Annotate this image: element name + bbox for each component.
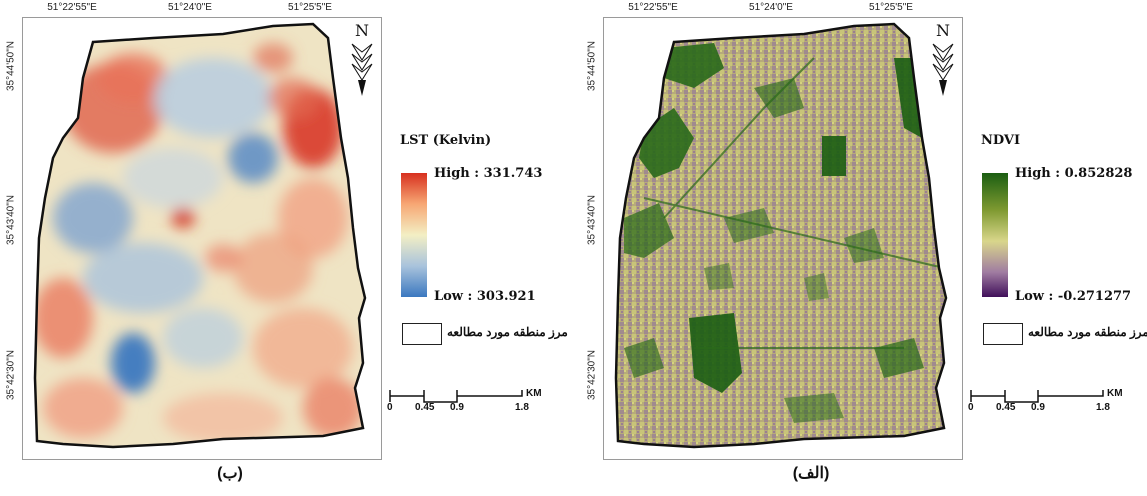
boundary-legend-label: مرز منطقه مورد مطالعه	[1028, 325, 1147, 339]
ndvi-map-panel: 51°22'55"E 51°24'0"E 51°25'5"E 35°44'50"…	[581, 0, 1147, 496]
svg-text:N: N	[355, 22, 369, 40]
ndvi-color-ramp	[982, 173, 1008, 297]
panel-caption-alef: (الف)	[792, 465, 830, 482]
lat-label-1: 35°44'50"N	[586, 40, 598, 92]
scale-tick-18: 1.8	[515, 402, 529, 413]
lst-legend-high: High : 331.743	[434, 166, 543, 181]
scale-unit: KM	[526, 388, 542, 399]
scale-tick-09: 0.9	[450, 402, 464, 413]
scale-tick-0: 0	[387, 402, 393, 413]
study-area-boundary	[614, 22, 948, 449]
lon-label-3: 51°25'5"E	[869, 2, 913, 13]
scale-bar: 0 0.45 0.9 1.8 KM	[968, 384, 1129, 424]
scale-tick-0: 0	[968, 402, 974, 413]
scale-tick-045: 0.45	[996, 402, 1016, 413]
lon-label-1: 51°22'55"E	[47, 2, 97, 13]
boundary-legend-swatch	[402, 323, 442, 345]
lat-label-2: 35°43'40"N	[586, 194, 598, 246]
lon-label-1: 51°22'55"E	[628, 2, 678, 13]
north-arrow-icon: N	[932, 22, 954, 96]
boundary-legend-swatch	[983, 323, 1023, 345]
boundary-legend-label: مرز منطقه مورد مطالعه	[447, 325, 568, 339]
lst-map	[33, 22, 367, 449]
scale-bar-graphic	[970, 390, 1104, 403]
lst-legend-low: Low : 303.921	[434, 289, 536, 304]
ndvi-legend-high: High : 0.852828	[1015, 166, 1133, 181]
lst-legend-title: LST (Kelvin)	[400, 133, 492, 148]
study-area-boundary	[33, 22, 367, 449]
lst-map-frame	[22, 17, 382, 460]
scale-tick-09: 0.9	[1031, 402, 1045, 413]
north-arrow-icon: N	[351, 22, 373, 96]
lat-label-1: 35°44'50"N	[5, 40, 17, 92]
lat-label-3: 35°42'30"N	[586, 349, 598, 401]
scale-bar-graphic	[389, 390, 523, 403]
lat-label-2: 35°43'40"N	[5, 194, 17, 246]
lon-label-2: 51°24'0"E	[168, 2, 212, 13]
lst-color-ramp	[401, 173, 427, 297]
scale-tick-18: 1.8	[1096, 402, 1110, 413]
lat-label-3: 35°42'30"N	[5, 349, 17, 401]
scale-tick-045: 0.45	[415, 402, 435, 413]
lon-label-2: 51°24'0"E	[749, 2, 793, 13]
scale-bar: 0 0.45 0.9 1.8 KM	[387, 384, 548, 424]
ndvi-legend-title: NDVI	[981, 133, 1021, 148]
panel-caption-b: (ب)	[217, 465, 243, 482]
ndvi-map-frame	[603, 17, 963, 460]
lon-label-3: 51°25'5"E	[288, 2, 332, 13]
lst-map-panel: 51°22'55"E 51°24'0"E 51°25'5"E 35°44'50"…	[0, 0, 568, 496]
svg-text:N: N	[936, 22, 950, 40]
ndvi-legend-low: Low : -0.271277	[1015, 289, 1132, 304]
scale-unit: KM	[1107, 388, 1123, 399]
ndvi-map	[614, 22, 948, 449]
